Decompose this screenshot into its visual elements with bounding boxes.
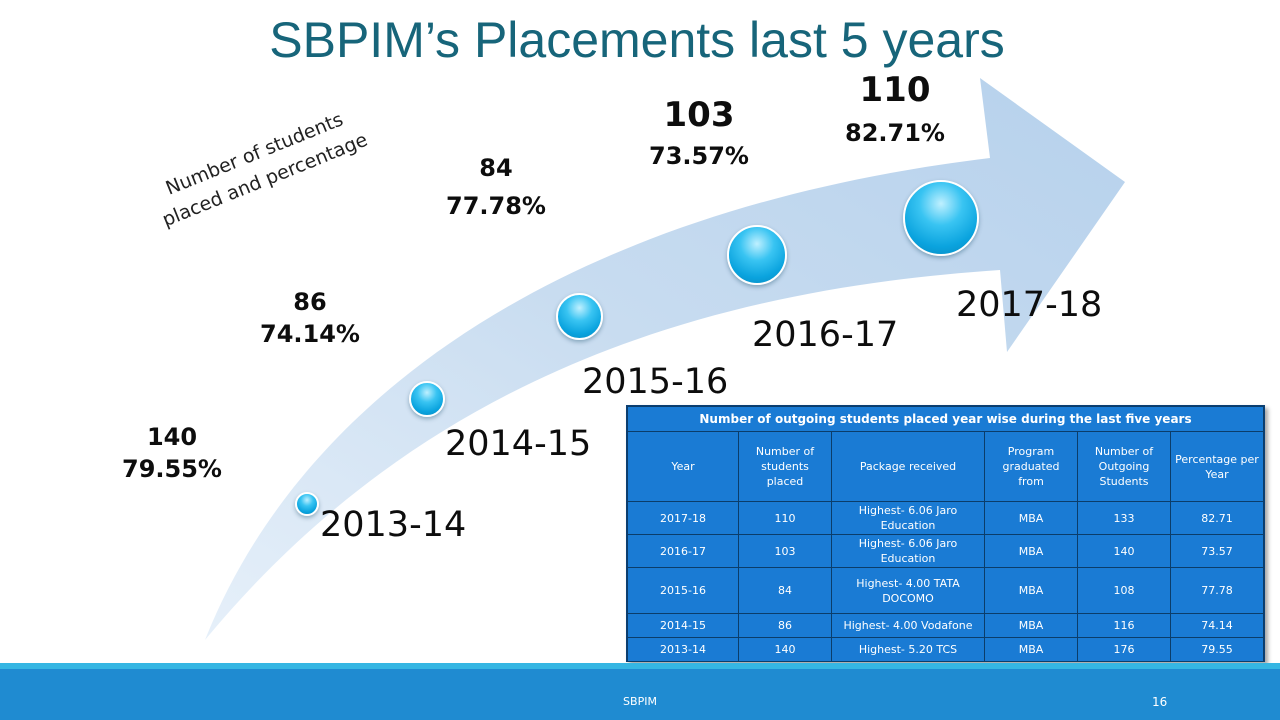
stat-percentage: 74.14% xyxy=(260,320,360,348)
table-cell: 176 xyxy=(1077,637,1171,662)
table-header-package: Package received xyxy=(831,431,985,502)
table-cell: Highest- 4.00 TATA DOCOMO xyxy=(831,567,985,614)
table-caption: Number of outgoing students placed year … xyxy=(627,406,1264,432)
table-cell: 2013-14 xyxy=(627,637,739,662)
year-label-2017-18: 2017-18 xyxy=(956,285,1103,325)
table-header-year: Year xyxy=(627,431,739,502)
year-label-2016-17: 2016-17 xyxy=(752,315,899,355)
table-row: 2013-14 140 Highest- 5.20 TCS MBA 176 79… xyxy=(627,637,1264,662)
milestone-dot-2015-16 xyxy=(556,293,603,340)
milestone-dot-2013-14 xyxy=(295,492,319,516)
table-cell: Highest- 5.20 TCS xyxy=(831,637,985,662)
table-cell: 84 xyxy=(738,567,832,614)
stat-percentage: 82.71% xyxy=(845,119,945,147)
year-label-2014-15: 2014-15 xyxy=(445,424,592,464)
milestone-dot-2014-15 xyxy=(409,381,445,417)
stat-placed: 140 xyxy=(146,423,198,451)
stat-placed: 103 xyxy=(663,95,735,135)
stat-placed: 110 xyxy=(859,70,931,110)
milestone-dot-2016-17 xyxy=(727,225,787,285)
footer-bar: SBPIM 16 xyxy=(0,663,1280,720)
table-cell: 140 xyxy=(1077,534,1171,568)
table-cell: 110 xyxy=(738,501,832,535)
table-cell: 86 xyxy=(738,613,832,638)
table-cell: 82.71 xyxy=(1170,501,1264,535)
table-cell: Highest- 4.00 Vodafone xyxy=(831,613,985,638)
stat-placed: 86 xyxy=(293,288,327,316)
milestone-dot-2017-18 xyxy=(903,180,979,256)
table-cell: MBA xyxy=(984,637,1078,662)
table-row: 2014-15 86 Highest- 4.00 Vodafone MBA 11… xyxy=(627,613,1264,638)
table-cell: 103 xyxy=(738,534,832,568)
table-cell: 73.57 xyxy=(1170,534,1264,568)
table-cell: MBA xyxy=(984,613,1078,638)
stat-2017-18: 110 82.71% xyxy=(830,70,960,156)
stat-2016-17: 103 73.57% xyxy=(634,94,764,176)
footer-name: SBPIM xyxy=(623,695,657,708)
table-cell: 2016-17 xyxy=(627,534,739,568)
stat-percentage: 77.78% xyxy=(446,192,546,220)
table-header-placed: Number of students placed xyxy=(738,431,832,502)
table-cell: 116 xyxy=(1077,613,1171,638)
table-row: 2015-16 84 Highest- 4.00 TATA DOCOMO MBA… xyxy=(627,567,1264,614)
table-cell: MBA xyxy=(984,567,1078,614)
table-cell: Highest- 6.06 Jaro Education xyxy=(831,501,985,535)
year-label-2015-16: 2015-16 xyxy=(582,362,729,402)
table-cell: 133 xyxy=(1077,501,1171,535)
table-row: 2017-18 110 Highest- 6.06 Jaro Education… xyxy=(627,501,1264,535)
table-row: 2016-17 103 Highest- 6.06 Jaro Education… xyxy=(627,534,1264,568)
stat-placed: 84 xyxy=(479,154,513,182)
stat-2013-14: 140 79.55% xyxy=(112,421,232,485)
table-cell: 2014-15 xyxy=(627,613,739,638)
stat-2014-15: 86 74.14% xyxy=(250,286,370,350)
table-cell: 77.78 xyxy=(1170,567,1264,614)
page-title: SBPIM’s Placements last 5 years xyxy=(269,12,1005,68)
table-header-outgoing: Number of Outgoing Students xyxy=(1077,431,1171,502)
table-cell: 140 xyxy=(738,637,832,662)
table-cell: 79.55 xyxy=(1170,637,1264,662)
year-label-2013-14: 2013-14 xyxy=(320,505,467,545)
placements-table-grid: Number of outgoing students placed year … xyxy=(627,406,1264,662)
table-cell: 2017-18 xyxy=(627,501,739,535)
stat-percentage: 79.55% xyxy=(122,455,222,483)
table-cell: MBA xyxy=(984,534,1078,568)
table-cell: 74.14 xyxy=(1170,613,1264,638)
table-cell: Highest- 6.06 Jaro Education xyxy=(831,534,985,568)
table-header-percentage: Percentage per Year xyxy=(1170,431,1264,502)
stat-percentage: 73.57% xyxy=(649,142,749,170)
table-cell: 108 xyxy=(1077,567,1171,614)
page-number: 16 xyxy=(1152,695,1168,709)
table-cell: 2015-16 xyxy=(627,567,739,614)
placements-table: Number of outgoing students placed year … xyxy=(626,405,1265,662)
stat-2015-16: 84 77.78% xyxy=(436,149,556,225)
table-cell: MBA xyxy=(984,501,1078,535)
table-header-program: Program graduated from xyxy=(984,431,1078,502)
